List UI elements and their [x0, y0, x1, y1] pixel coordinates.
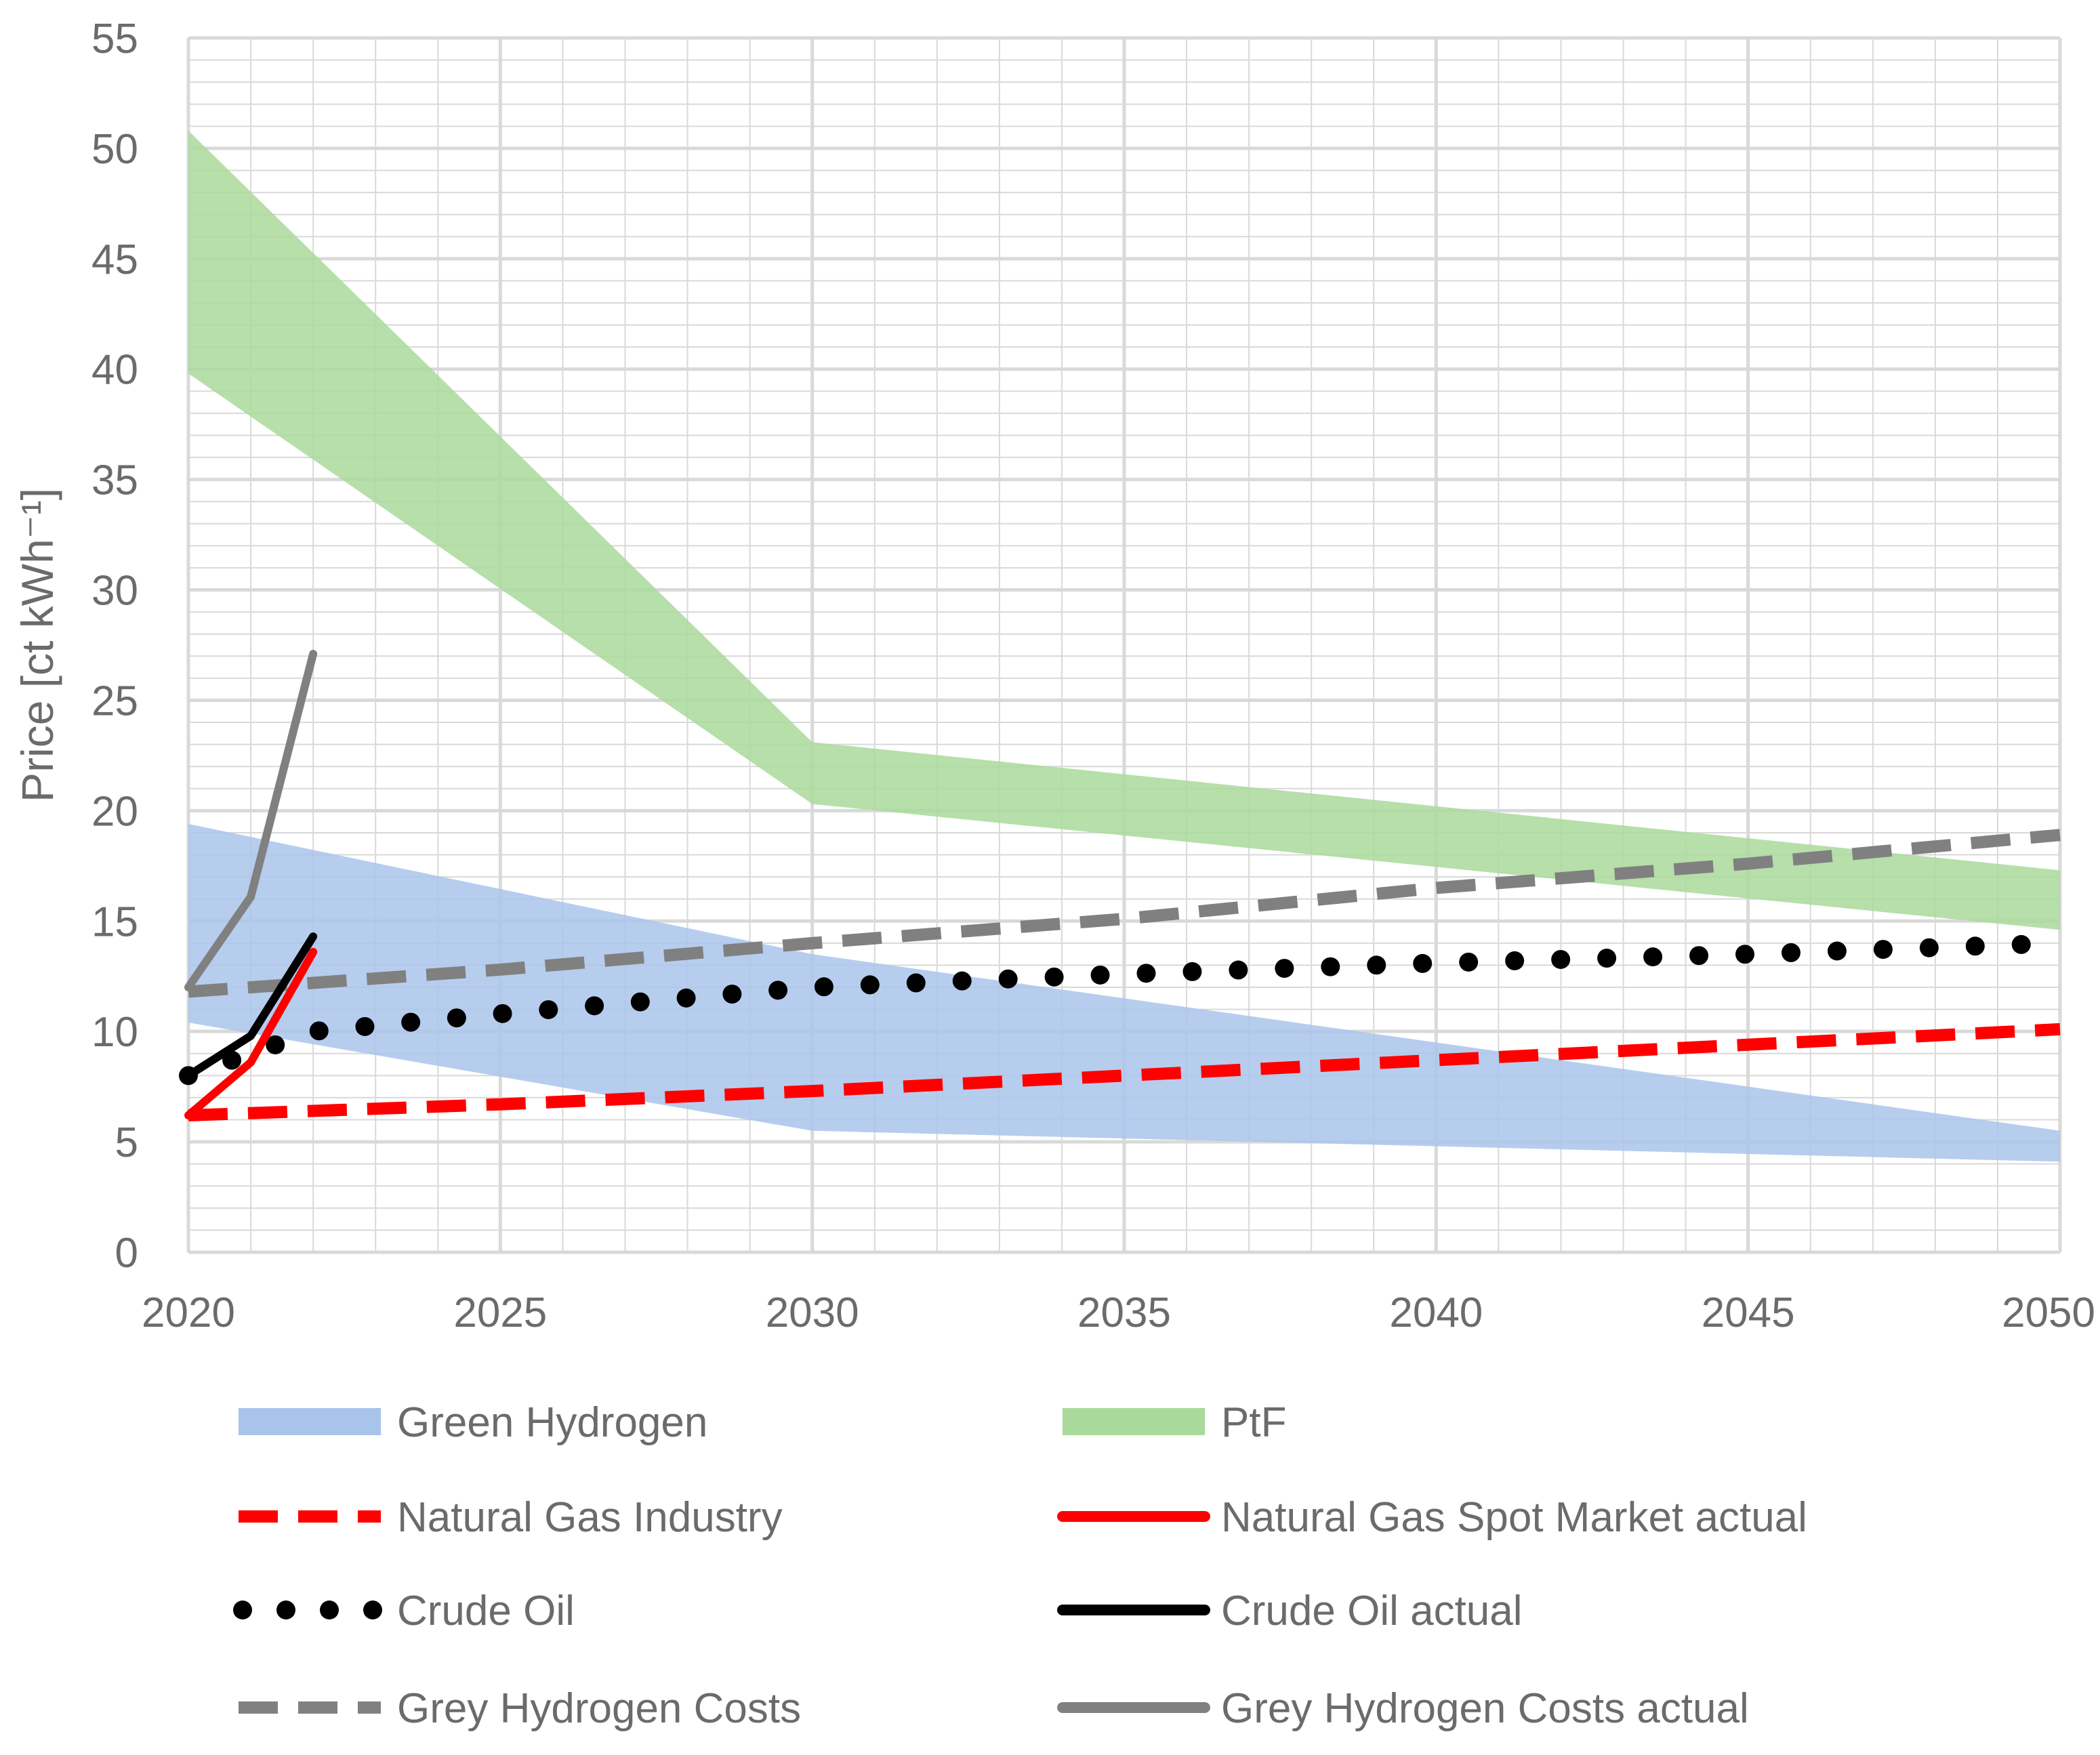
legend-item-natural-gas-spot-market-actual: Natural Gas Spot Market actual — [1057, 1494, 1807, 1541]
legend-item-grey-hydrogen-costs: Grey Hydrogen Costs — [239, 1685, 801, 1732]
y-tick-label: 5 — [115, 1119, 138, 1166]
x-tick-label: 2030 — [766, 1289, 859, 1336]
legend-label: PtF — [1221, 1399, 1286, 1446]
legend-label: Crude Oil actual — [1221, 1588, 1523, 1634]
series-line-grey-hydrogen-costs-actual — [184, 650, 318, 992]
legend-label: Natural Gas Industry — [397, 1494, 783, 1541]
x-tick-label: 2045 — [1702, 1289, 1795, 1336]
legend-label: Grey Hydrogen Costs — [397, 1685, 801, 1732]
series-line-natural-gas-spot-market-actual — [184, 947, 318, 1119]
band-green-hydrogen — [188, 823, 2060, 1162]
legend-item-green-hydrogen: Green Hydrogen — [239, 1399, 707, 1446]
y-tick-labels: 0 5 10 15 20 25 30 35 40 45 50 55 — [91, 16, 138, 1277]
y-tick-label: 55 — [91, 16, 138, 62]
legend: Green Hydrogen PtF Natural Gas Industry Nat… — [233, 1399, 1807, 1732]
y-tick-label: 45 — [91, 236, 138, 283]
bands — [188, 130, 2060, 1162]
legend-item-crude-oil-actual: Crude Oil actual — [1057, 1588, 1523, 1634]
x-tick-labels: 2020 2025 2030 2035 2040 2045 2050 — [142, 1289, 2095, 1336]
y-tick-label: 35 — [91, 457, 138, 504]
legend-label: Crude Oil — [397, 1588, 575, 1634]
series-lines — [179, 650, 2070, 1121]
legend-item-ptf: PtF — [1063, 1399, 1286, 1446]
y-tick-label: 40 — [91, 347, 138, 394]
legend-label: Natural Gas Spot Market actual — [1221, 1494, 1807, 1541]
legend-label: Green Hydrogen — [397, 1399, 707, 1446]
series-line-natural-gas-industry — [188, 1023, 2061, 1121]
series-line-crude-oil — [179, 933, 2070, 1086]
y-tick-label: 30 — [91, 568, 138, 615]
series-line-grey-hydrogen-costs — [188, 829, 2061, 998]
band-ptf — [188, 130, 2060, 930]
legend-swatch — [239, 1408, 381, 1435]
y-tick-label: 0 — [115, 1230, 138, 1277]
x-tick-label: 2025 — [453, 1289, 547, 1336]
x-tick-label: 2035 — [1077, 1289, 1171, 1336]
y-axis-title: Price [ct kWh⁻¹] — [12, 488, 62, 802]
y-tick-label: 50 — [91, 126, 138, 173]
series-line-crude-oil-actual — [184, 932, 318, 1080]
legend-item-natural-gas-industry: Natural Gas Industry — [239, 1494, 783, 1541]
legend-item-crude-oil: Crude Oil — [233, 1588, 575, 1634]
x-tick-label: 2040 — [1389, 1289, 1483, 1336]
y-tick-label: 25 — [91, 678, 138, 724]
x-tick-label: 2050 — [2002, 1289, 2095, 1336]
y-tick-label: 10 — [91, 1009, 138, 1056]
y-tick-label: 20 — [91, 788, 138, 835]
y-tick-label: 15 — [91, 899, 138, 945]
legend-label: Grey Hydrogen Costs actual — [1221, 1685, 1749, 1732]
legend-swatch — [1063, 1408, 1205, 1435]
x-tick-label: 2020 — [142, 1289, 235, 1336]
legend-item-grey-hydrogen-costs-actual: Grey Hydrogen Costs actual — [1057, 1685, 1749, 1732]
